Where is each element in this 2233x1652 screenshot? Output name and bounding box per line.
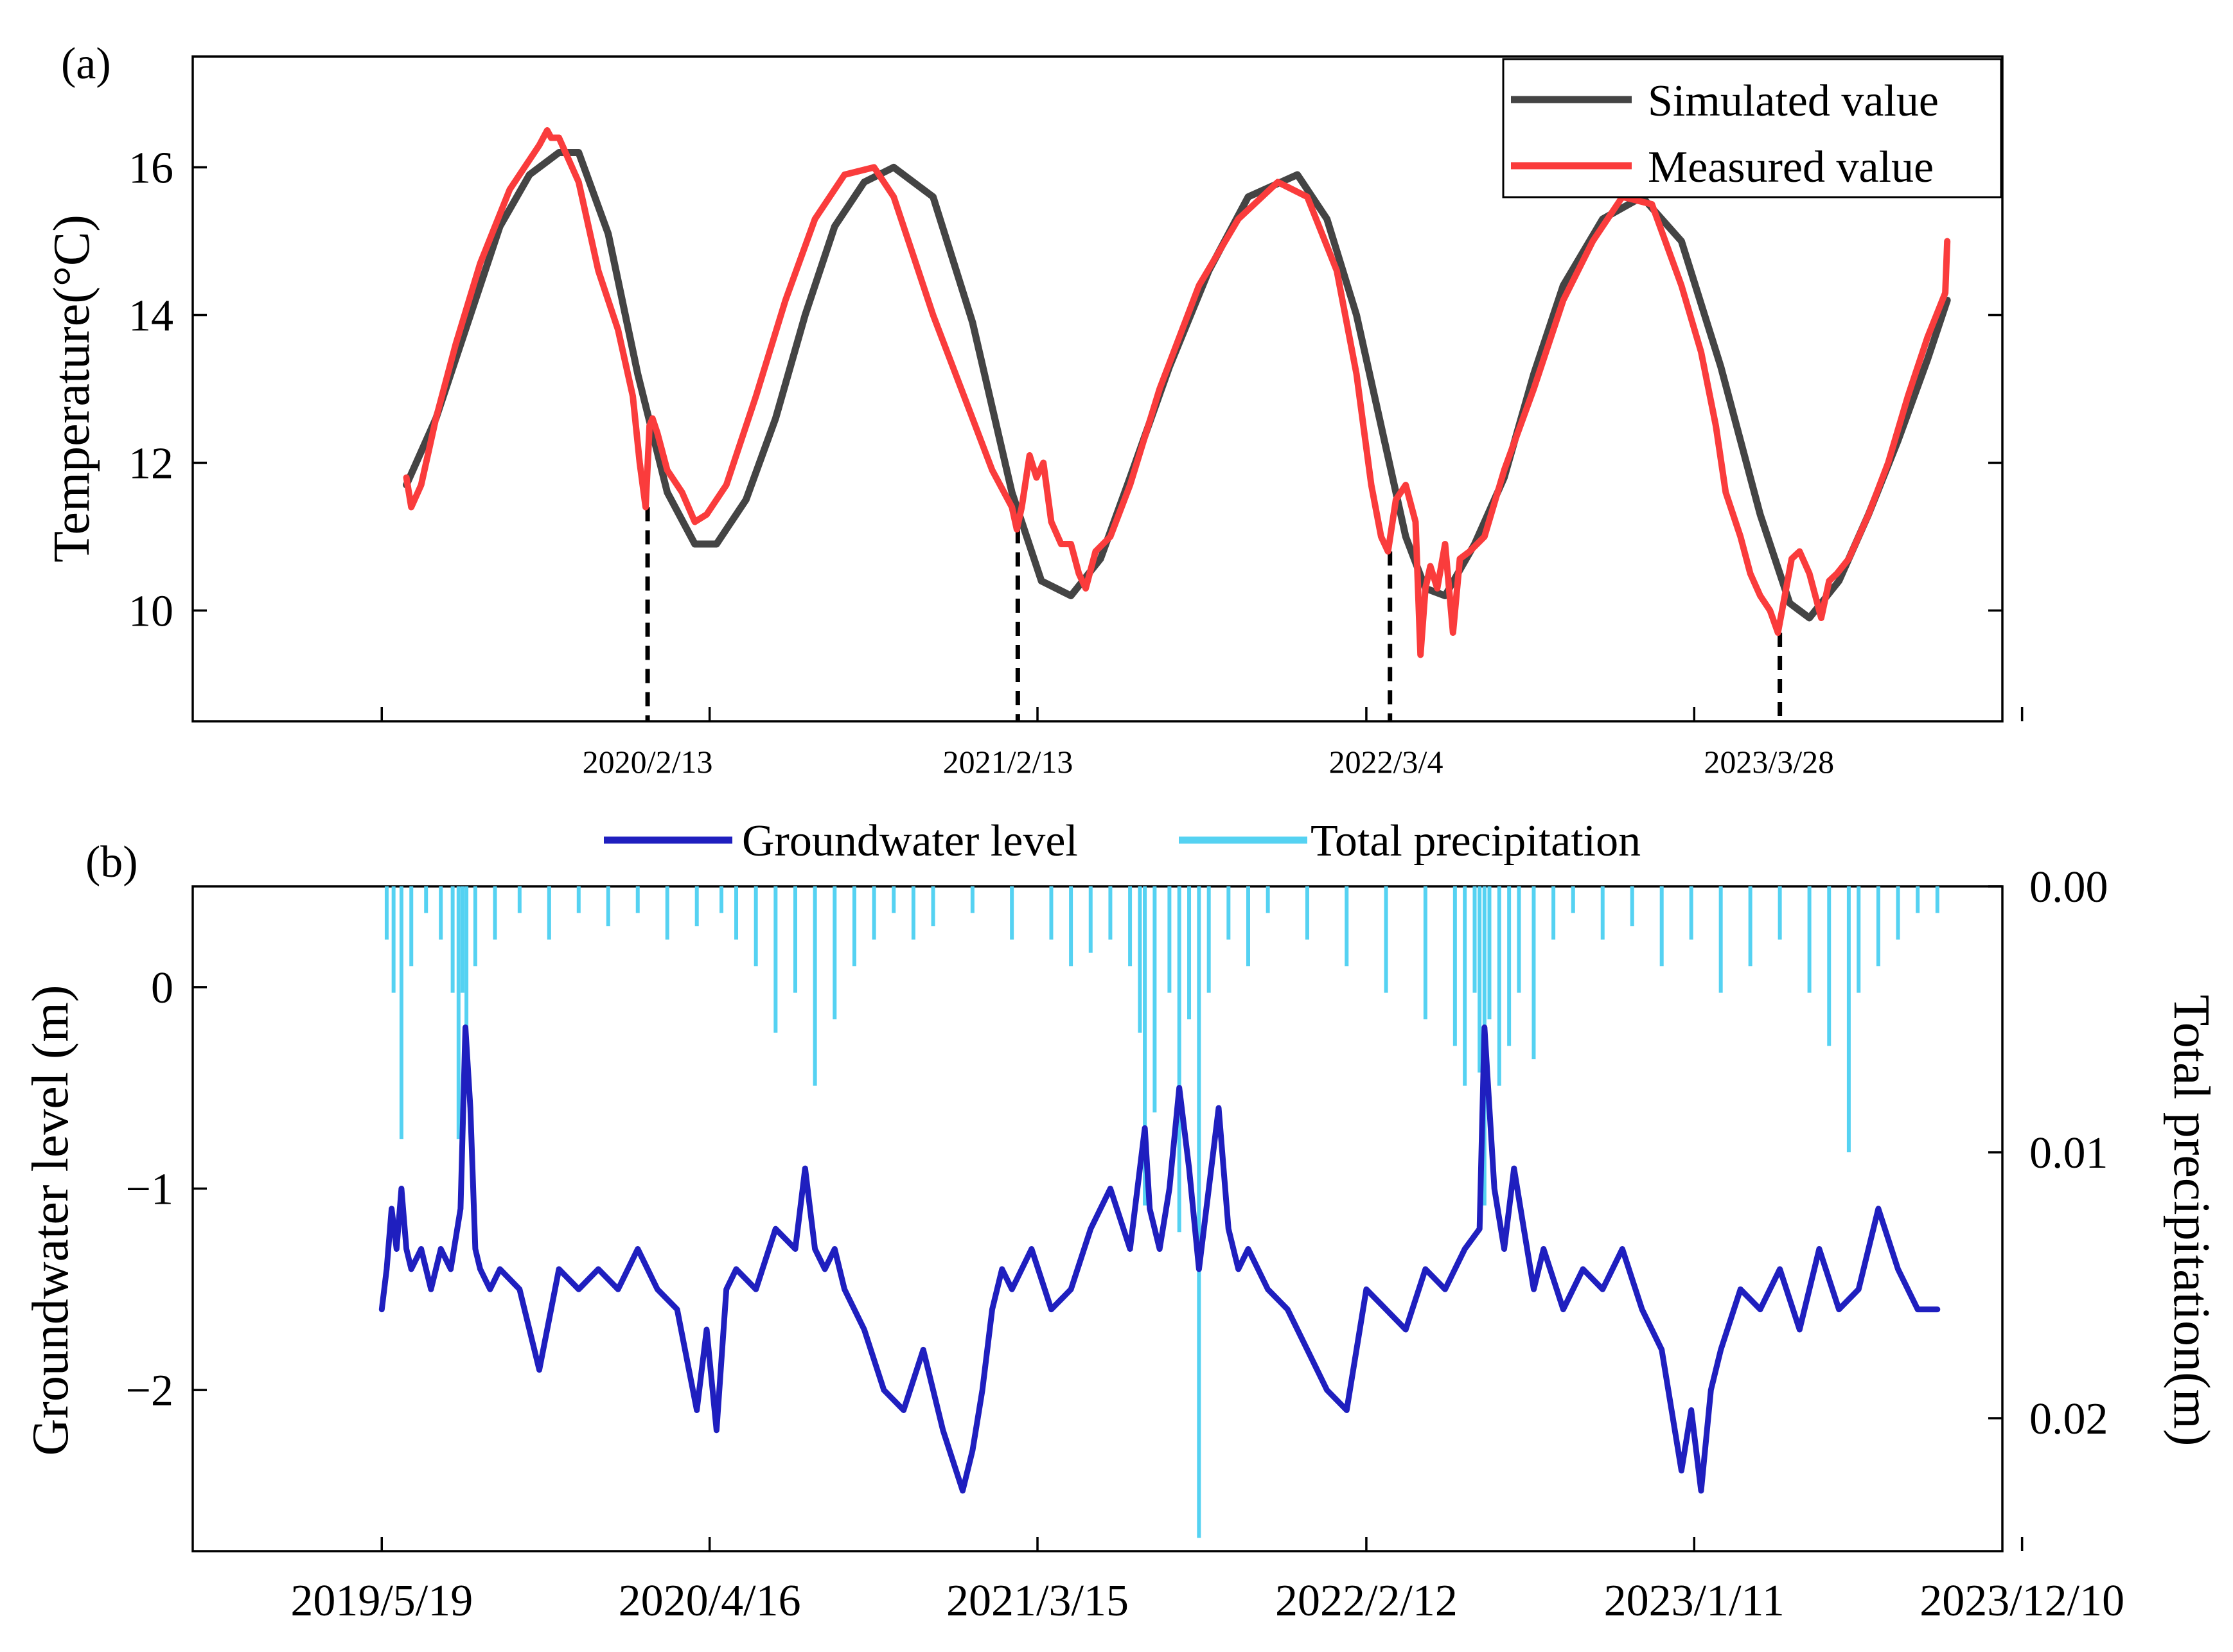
panel-a-series <box>403 127 1951 658</box>
panel-b-x-ticks: 2019/5/19 2020/4/16 2021/3/15 2022/2/12 2023… <box>290 1537 2124 1626</box>
panel-b-frame <box>191 885 2004 1552</box>
x-tick-label-2: 2022/3/4 <box>1329 744 1443 780</box>
legend-measured-label: Measured value <box>1648 143 1934 192</box>
right-y-tick-label-0: 0.00 <box>2029 863 2108 912</box>
panel-a-dashed-markers <box>645 507 1783 721</box>
panel-b-y-axis-label: Groundwater level (m) <box>22 985 79 1455</box>
panel-b-y-ticks: −2 −1 0 <box>126 963 207 1416</box>
y-tick-label-3: 16 <box>128 144 173 193</box>
panel-b-precipitation-bars <box>384 886 1939 1538</box>
legend-simulated-label: Simulated value <box>1648 76 1939 126</box>
panel-a-legend: Simulated value Measured value <box>1502 58 2002 198</box>
left-y-tick-label-2: 0 <box>151 963 173 1013</box>
panel-b-legend: Groundwater level Total precipitation <box>604 816 1641 866</box>
panel-b-label: (b) <box>85 838 138 887</box>
panel-a-label: (a) <box>61 39 111 89</box>
x-tick-label-0: 2019/5/19 <box>290 1576 473 1626</box>
y-tick-label-2: 14 <box>128 292 173 341</box>
right-y-tick-label-2: 0.02 <box>2029 1394 2108 1444</box>
panel-b-groundwater: (b) −2 −1 0 0.00 0.01 0.02 2019/5/19 2020/4/1… <box>22 816 2220 1626</box>
x-tick-label-2: 2021/3/15 <box>946 1576 1129 1626</box>
x-tick-label-3: 2023/3/28 <box>1704 744 1834 780</box>
x-tick-label-4: 2023/1/11 <box>1604 1576 1785 1626</box>
panel-a-x-ticks: 2020/2/13 2021/2/13 2022/3/4 2023/3/28 <box>380 707 2024 780</box>
panel-b-right-y-ticks: 0.00 0.01 0.02 <box>1988 863 2108 1444</box>
y-tick-label-1: 12 <box>128 439 173 489</box>
x-tick-label-1: 2021/2/13 <box>943 744 1073 780</box>
panel-b-series <box>378 1024 1941 1494</box>
x-tick-label-0: 2020/2/13 <box>583 744 713 780</box>
left-y-tick-label-0: −2 <box>126 1366 173 1416</box>
panel-a-y-axis-label: Temperature(°C) <box>44 215 100 563</box>
panel-b-right-y-axis-label: Total precipitation(m) <box>2163 994 2220 1446</box>
simulated-value-line <box>403 149 1951 622</box>
x-tick-label-1: 2020/4/16 <box>619 1576 801 1626</box>
y-tick-label-0: 10 <box>128 587 173 637</box>
panel-a-y-ticks: 10 12 14 16 <box>128 144 2002 637</box>
panel-a-legend-box <box>1502 58 2002 198</box>
x-tick-label-5: 2023/12/10 <box>1920 1576 2124 1626</box>
groundwater-level-line <box>378 1024 1941 1494</box>
legend-groundwater-label: Groundwater level <box>742 816 1078 866</box>
panel-a-frame <box>191 55 2004 723</box>
left-y-tick-label-1: −1 <box>126 1164 173 1214</box>
legend-precipitation-label: Total precipitation <box>1311 816 1641 866</box>
measured-value-line <box>403 127 1951 658</box>
right-y-tick-label-1: 0.01 <box>2029 1129 2108 1178</box>
x-tick-label-3: 2022/2/12 <box>1275 1576 1458 1626</box>
